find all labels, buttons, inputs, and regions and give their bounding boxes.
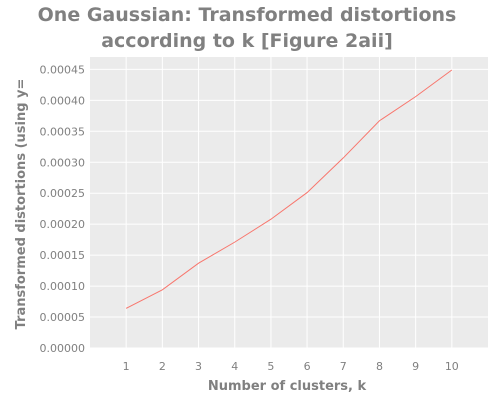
x-tick-label: 9 [412, 360, 419, 373]
x-tick-label: 4 [231, 360, 238, 373]
x-axis-label: Number of clusters, k [208, 379, 367, 394]
y-axis-ticks: 0.00000 0.00005 0.00010 0.00015 0.00020 0.000… [40, 63, 86, 355]
x-tick-label: 2 [159, 360, 166, 373]
y-tick-label: 0.00025 [40, 187, 86, 200]
chart-title-line-2: according to k [Figure 2aii] [101, 30, 393, 52]
x-tick-label: 5 [267, 360, 274, 373]
y-tick-label: 0.00005 [40, 311, 86, 324]
series-line [125, 69, 453, 309]
y-tick-label: 0.00000 [40, 342, 86, 355]
y-tick-label: 0.00015 [40, 249, 86, 262]
y-tick-label: 0.00030 [40, 156, 86, 169]
x-tick-label: 1 [123, 360, 130, 373]
y-tick-label: 0.00020 [40, 218, 86, 231]
grid-lines [90, 57, 488, 349]
x-axis-ticks: 1 2 3 4 5 6 7 8 9 10 [123, 360, 459, 373]
y-tick-label: 0.00010 [40, 280, 86, 293]
x-tick-label: 6 [304, 360, 311, 373]
y-tick-label: 0.00045 [40, 63, 86, 76]
x-tick-label: 7 [340, 360, 347, 373]
chart-title-line-1: One Gaussian: Transformed distortions [38, 4, 457, 26]
y-tick-label: 0.00040 [40, 94, 86, 107]
series-layer [125, 69, 453, 309]
y-axis-label: Transformed distortions (using y= [14, 79, 29, 330]
y-tick-label: 0.00035 [40, 125, 86, 138]
plot-background [90, 57, 488, 348]
x-tick-label: 8 [376, 360, 383, 373]
x-tick-label: 3 [195, 360, 202, 373]
x-tick-label: 10 [445, 360, 459, 373]
